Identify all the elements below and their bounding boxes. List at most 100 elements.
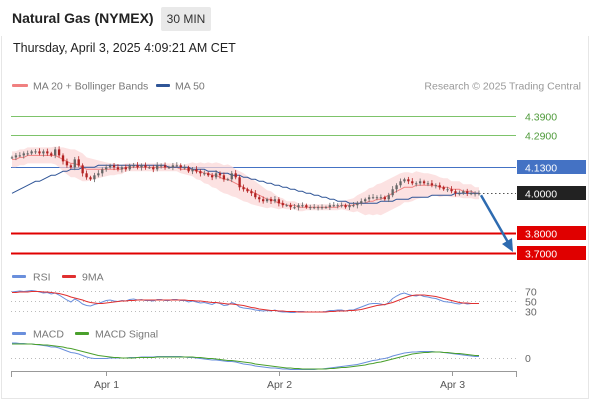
candle-body [144,165,147,168]
candle-body [426,183,430,185]
candle-body [234,173,237,178]
rsi-legend-label: RSI [33,272,51,284]
candle-body [10,157,14,159]
macd-signal-legend-label: MACD Signal [95,329,158,341]
rsi-legend-swatch [12,275,26,278]
candle-body [112,165,116,168]
candle-body [22,153,25,156]
rsi-legend: RSI 9MA [12,272,104,284]
candle-body [242,187,245,190]
candle-body [18,155,22,157]
candle-body [352,205,355,207]
candle-body [371,197,375,199]
macd-line [12,342,479,370]
candle-body [450,189,453,192]
bollinger-legend-label: MA 20 + Bollinger Bands [33,81,148,93]
x-tick-label: Apr 3 [440,379,465,391]
candle-body [391,189,394,196]
candle-body [163,165,167,168]
candle-body [30,151,33,154]
macd-zero-label: 0 [525,353,531,365]
candle-body [50,153,53,156]
candle-body [399,181,402,186]
candle-body [254,193,257,198]
candle-body [167,167,171,169]
candle-body [473,193,477,195]
timestamp: Thursday, April 3, 2025 4:09:21 AM CET [13,41,236,55]
ma50-legend-label: MA 50 [175,81,205,93]
level-label-pivot: 4.1300 [525,163,557,175]
candle-body [454,191,457,194]
level-label-current: 4.0000 [525,189,557,201]
candle-body [46,151,49,154]
candle-body [415,183,418,185]
forecast-arrow [479,194,513,253]
candle-body [269,199,273,202]
candle-body [340,205,343,207]
x-tick-marks: Apr 1 Apr 2 Apr 3 [94,371,465,391]
candle-body [469,193,473,195]
candle-body [34,151,37,153]
candle-body [356,203,359,206]
candle-body [462,191,465,194]
rsi-ma-legend-swatch [62,275,76,278]
candle-body [324,207,328,209]
rsi-gridlines [11,291,516,312]
rsi-tick-label: 70 [525,287,537,299]
price-legend: MA 20 + Bollinger Bands MA 50 Research ©… [12,81,581,93]
candle-body [285,205,288,207]
candle-body [203,173,206,175]
candle-body [422,181,426,184]
candle-body [309,207,312,209]
candle-body [38,151,41,154]
candle-body [179,165,182,168]
bollinger-band [12,146,479,216]
candle-body [89,177,92,180]
candle-body [466,191,469,194]
macd-legend: MACD MACD Signal [12,329,158,341]
attribution: Research © 2025 Trading Central [424,81,581,93]
candle-body [93,175,96,180]
candle-body [336,205,339,207]
level-label-bg-support [517,226,586,240]
candle-body [191,169,194,172]
ma50-line [11,164,479,204]
candle-body [438,185,441,188]
x-tick-label: Apr 2 [267,379,292,391]
candle-body [246,189,249,192]
candle-body [214,173,218,178]
candle-body [261,199,265,202]
price-panel: 4.3900 4.2900 4.1300 4.0000 3.8000 3.7000 MA … [10,81,586,261]
candle-body [383,197,386,200]
candle-body [26,153,29,155]
chart-header: Natural Gas (NYMEX) 30 MIN [0,0,590,36]
candle-body [430,183,434,186]
candle-body [120,167,124,170]
candle-body [332,205,335,207]
candle-body [207,173,210,176]
candle-body [281,203,284,206]
candle-body [57,149,61,156]
instrument-title: Natural Gas (NYMEX) [12,10,154,26]
bollinger-legend-swatch [12,84,28,87]
candle-body [81,165,84,174]
candle-body [105,167,108,170]
candle-body [195,169,198,172]
rsi-ma-legend-label: 9MA [82,272,104,284]
macd-legend-label: MACD [33,329,64,341]
candle-body [218,173,222,176]
candle-body [108,165,112,168]
ma20-line [12,154,479,208]
interval-button[interactable]: 30 MIN [161,7,211,31]
candle-body [364,199,367,202]
candle-body [148,167,151,169]
rsi-line [11,289,479,313]
candle-body [226,179,230,181]
candle-body [313,207,316,209]
candle-body [183,167,186,169]
candle-body [69,165,73,168]
candle-body [403,179,406,182]
candle-body [320,207,324,209]
